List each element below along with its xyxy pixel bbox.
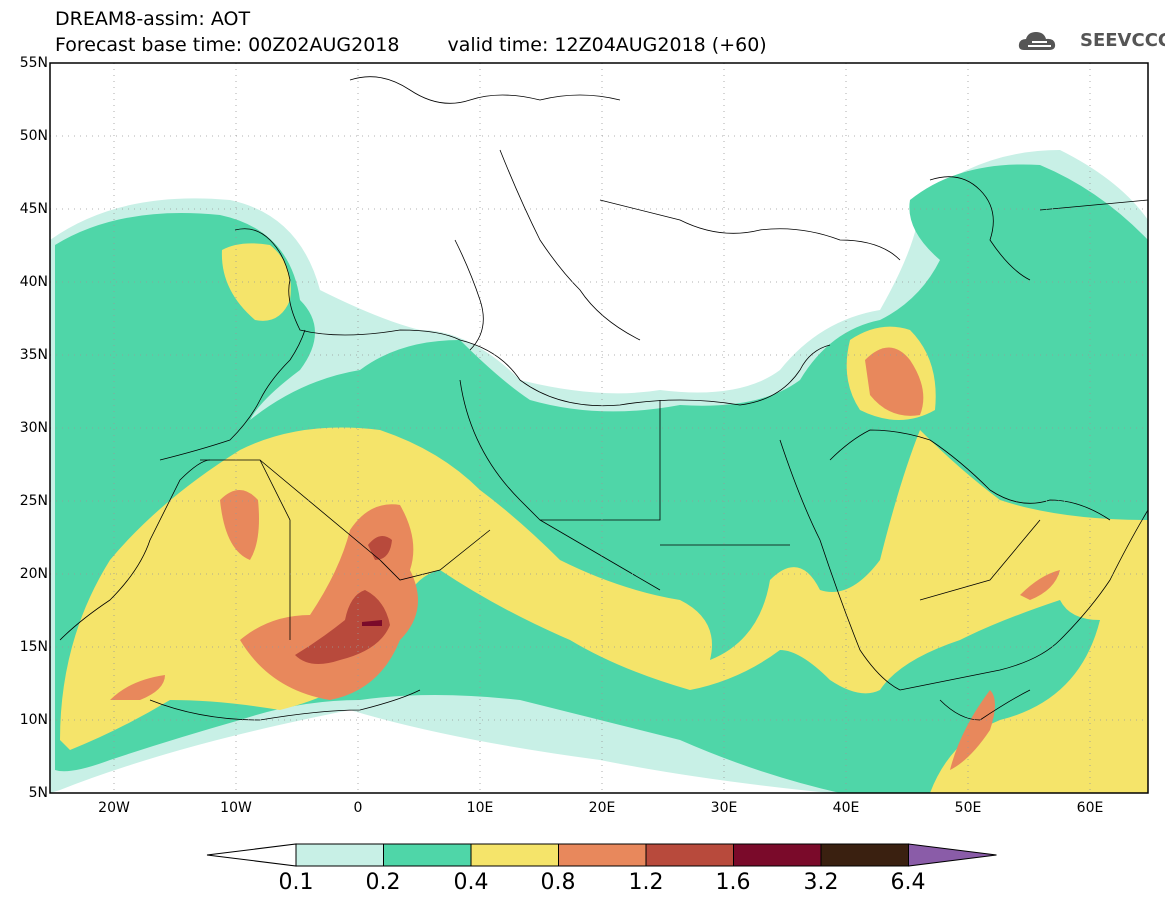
- aot-contour-0.4: [60, 427, 1148, 793]
- colorbar-label: 0.1: [278, 870, 314, 895]
- colorbar-arrow-high: [908, 843, 997, 867]
- aot-contour-0.8-west: [220, 490, 259, 560]
- colorbar-label: 0.4: [453, 870, 489, 895]
- colorbar-cell: [295, 843, 384, 867]
- lon-label: 10W: [220, 800, 252, 816]
- lat-label: 45N: [19, 201, 48, 217]
- lat-label: 20N: [19, 566, 48, 582]
- aot-contour-0.8-somalia: [950, 690, 995, 770]
- cloud-icon: [1018, 32, 1056, 50]
- aot-contour-0.8-senegal: [110, 675, 165, 700]
- colorbar-cell: [820, 843, 909, 867]
- colorbar-arrow-low: [206, 843, 297, 867]
- lat-label: 50N: [19, 128, 48, 144]
- map-title: DREAM8-assim: AOT: [55, 8, 251, 30]
- lon-label: 50E: [954, 800, 982, 816]
- lat-label: 5N: [28, 785, 48, 801]
- aot-contour-0.8-iraq: [865, 347, 924, 416]
- base-time: Forecast base time: 00Z02AUG2018: [55, 34, 400, 56]
- aot-contour-1.2: [295, 590, 390, 664]
- aot-contour-1.2-north: [368, 536, 392, 560]
- lon-label: 10E: [466, 800, 494, 816]
- colorbar-label: 3.2: [803, 870, 839, 895]
- lat-label: 25N: [19, 493, 48, 509]
- lon-label: 20W: [98, 800, 130, 816]
- lon-label: 0: [353, 800, 363, 816]
- colorbar: [206, 843, 997, 867]
- colorbar-cell: [383, 843, 472, 867]
- plot-frame: [49, 62, 1149, 794]
- lat-label: 15N: [19, 639, 48, 655]
- colorbar-label: 0.2: [365, 870, 401, 895]
- colorbar-label: 0.8: [540, 870, 576, 895]
- lon-label: 20E: [588, 800, 616, 816]
- lat-label: 30N: [19, 420, 48, 436]
- lon-label: 40E: [832, 800, 860, 816]
- colorbar-label: 1.2: [628, 870, 664, 895]
- valid-time: valid time: 12Z04AUG2018 (+60): [447, 34, 767, 56]
- colorbar-cell: [558, 843, 647, 867]
- lon-label: 60E: [1076, 800, 1104, 816]
- aot-contour-0.4-north: [221, 243, 291, 321]
- colorbar-label: 1.6: [715, 870, 751, 895]
- lat-label: 35N: [19, 347, 48, 363]
- aot-contour-1.6: [362, 620, 382, 626]
- lat-label: 40N: [19, 274, 48, 290]
- lat-label: 55N: [19, 55, 48, 71]
- coastlines: [59, 76, 1149, 721]
- colorbar-cell: [733, 843, 822, 867]
- logo-text: SEEVCCC: [1080, 30, 1165, 51]
- borders: [200, 199, 1149, 640]
- colorbar-label: 6.4: [890, 870, 926, 895]
- aot-contour-0.8-oman: [1020, 570, 1060, 600]
- lat-label: 10N: [19, 712, 48, 728]
- time-info: Forecast base time: 00Z02AUG2018 valid ti…: [55, 34, 767, 56]
- colorbar-cell: [645, 843, 734, 867]
- lon-label: 30E: [710, 800, 738, 816]
- colorbar-cell: [470, 843, 559, 867]
